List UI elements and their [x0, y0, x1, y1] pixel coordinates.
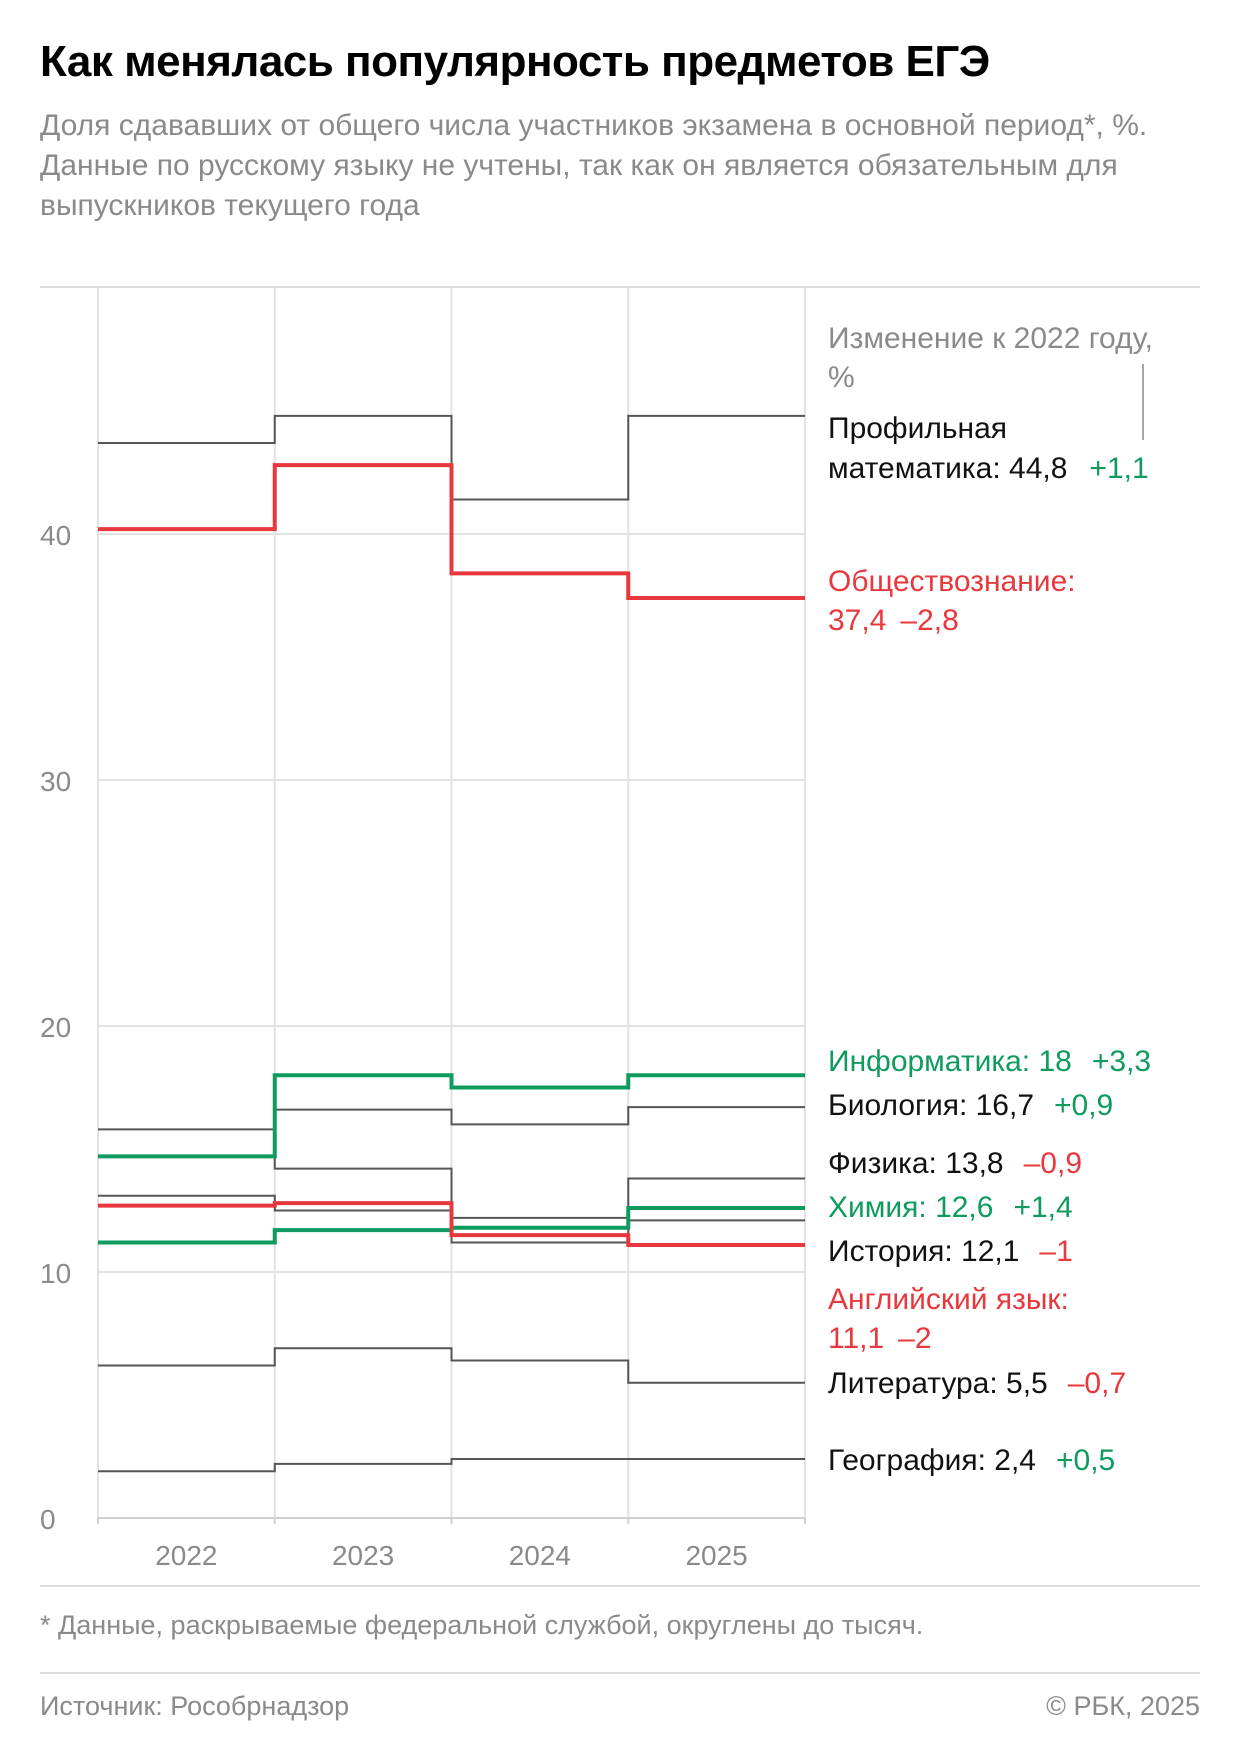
y-tick-label: 30: [40, 766, 71, 797]
series-line: [98, 463, 805, 600]
series-label: История: 12,1 –1: [828, 1235, 1073, 1268]
bottom-chart-divider: [40, 1585, 1200, 1587]
subtitle-line-2: Данные по русскому языку не учтены, так …: [40, 149, 1118, 222]
series-label: 37,4 –2,8: [828, 604, 959, 637]
source: Источник: Рособрнадзор: [40, 1691, 350, 1721]
footer-divider: [40, 1672, 1200, 1674]
series-line: [98, 1201, 805, 1247]
change-header-unit: %: [828, 361, 855, 394]
series-line: [98, 414, 805, 501]
series-label: Информатика: 18 +3,3: [828, 1045, 1151, 1078]
series-label: математика: 44,8 +1,1: [828, 452, 1149, 485]
footnote: * Данные, раскрываемые федеральной служб…: [40, 1610, 924, 1640]
series-label: Профильная: [828, 412, 1007, 445]
x-tick-label: 2024: [509, 1540, 571, 1571]
series-line: [98, 1155, 805, 1219]
y-tick-label: 20: [40, 1012, 71, 1043]
series-line: [98, 1457, 805, 1473]
x-tick-label: 2022: [155, 1540, 217, 1571]
series-label: Обществознание:: [828, 565, 1076, 598]
series-label: Биология: 16,7 +0,9: [828, 1089, 1113, 1122]
copyright: © РБК, 2025: [1046, 1691, 1200, 1721]
subtitle-line-1: Доля сдававших от общего числа участнико…: [40, 109, 1148, 142]
series-label: География: 2,4 +0,5: [828, 1444, 1115, 1477]
y-tick-label: 0: [40, 1504, 56, 1535]
step-line-chart: 0 10 20 30 40 2022 2023 2024 2025 Изменение к 20…: [40, 288, 1153, 1571]
series-line: [98, 1073, 805, 1159]
y-tick-label: 10: [40, 1258, 71, 1289]
series-label: Английский язык:: [828, 1283, 1069, 1316]
x-tick-label: 2023: [332, 1540, 394, 1571]
series-label: Химия: 12,6 +1,4: [828, 1191, 1073, 1224]
series-label: 11,1 –2: [828, 1322, 932, 1355]
top-divider: [40, 286, 1200, 288]
subtitle: Доля сдававших от общего числа участнико…: [40, 106, 1210, 226]
change-header: Изменение к 2022 году,: [828, 322, 1153, 355]
page-title: Как менялась популярность предметов ЕГЭ: [40, 37, 990, 86]
series-label: Физика: 13,8 –0,9: [828, 1147, 1082, 1180]
grid-layer: 0 10 20 30 40 2022 2023 2024 2025: [40, 288, 806, 1571]
series-label: Литература: 5,5 –0,7: [828, 1367, 1126, 1400]
y-tick-label: 40: [40, 520, 71, 551]
label-layer: Изменение к 2022 году, % Профильная матем…: [828, 322, 1153, 1477]
x-tick-label: 2025: [685, 1540, 747, 1571]
series-layer: [98, 414, 805, 1473]
series-line: [98, 1347, 805, 1384]
